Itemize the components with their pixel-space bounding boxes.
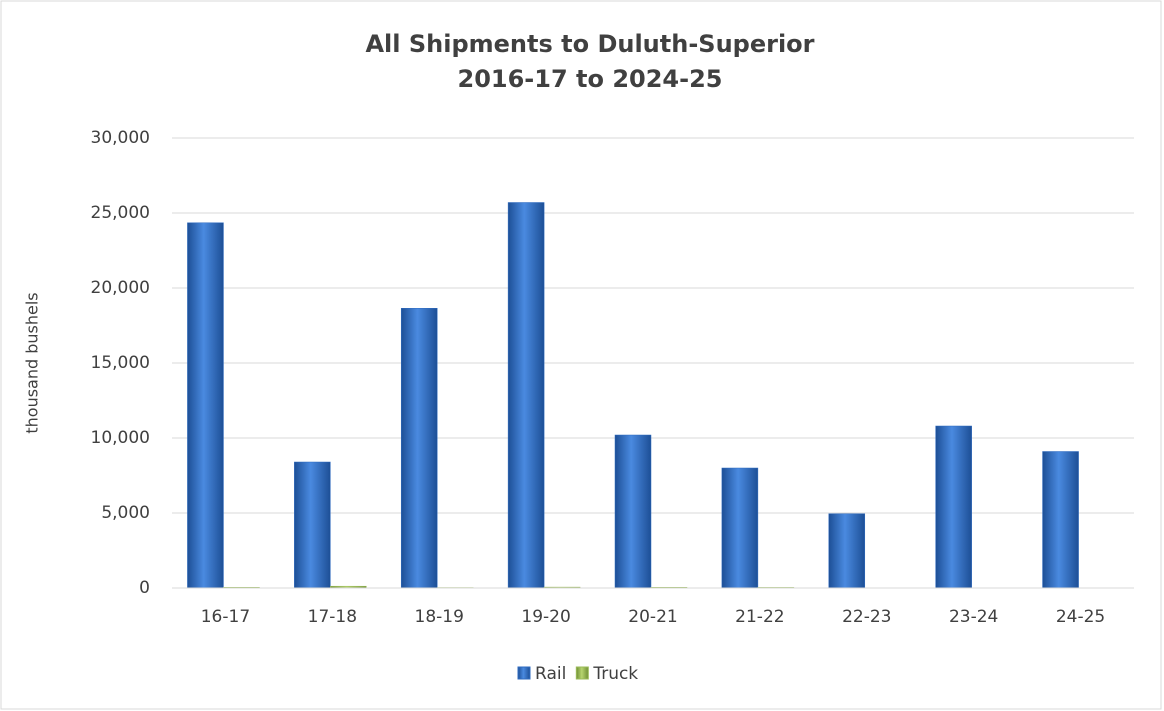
legend-swatch — [575, 666, 589, 680]
bar — [400, 308, 438, 589]
x-tick-label: 18-19 — [415, 607, 464, 627]
y-tick-label: 30,000 — [91, 128, 150, 148]
x-tick-label: 21-22 — [735, 607, 784, 627]
bar — [294, 461, 331, 589]
chart-subtitle: 2016-17 to 2024-25 — [458, 65, 723, 93]
x-tick-label: 17-18 — [308, 607, 357, 627]
bar — [721, 467, 759, 589]
bar — [507, 202, 545, 589]
y-tick-label: 10,000 — [91, 428, 150, 448]
chart-title: All Shipments to Duluth-Superior — [365, 30, 814, 58]
bar — [935, 425, 972, 589]
x-tick-label: 24-25 — [1056, 607, 1105, 627]
y-tick-label: 5,000 — [101, 503, 150, 523]
x-tick-label: 20-21 — [628, 607, 677, 627]
bar — [187, 222, 224, 589]
y-tick-label: 15,000 — [91, 353, 150, 373]
y-axis-label: thousand bushels — [23, 292, 42, 433]
x-tick-label: 22-23 — [842, 607, 891, 627]
y-tick-label: 20,000 — [91, 278, 150, 298]
bar — [614, 434, 652, 589]
bar — [828, 513, 866, 589]
x-tick-label: 23-24 — [949, 607, 998, 627]
legend-label: Rail — [535, 664, 566, 684]
legend-label: Truck — [592, 664, 638, 684]
legend-swatch — [517, 666, 531, 680]
x-tick-label: 16-17 — [201, 607, 250, 627]
bar — [1042, 451, 1079, 589]
y-tick-label: 25,000 — [91, 203, 150, 223]
x-tick-label: 19-20 — [521, 607, 570, 627]
y-tick-label: 0 — [139, 578, 150, 598]
